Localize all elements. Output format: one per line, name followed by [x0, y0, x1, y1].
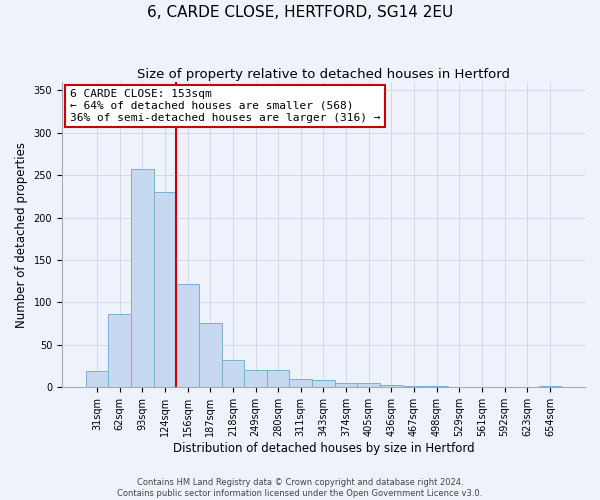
Title: Size of property relative to detached houses in Hertford: Size of property relative to detached ho…: [137, 68, 510, 80]
X-axis label: Distribution of detached houses by size in Hertford: Distribution of detached houses by size …: [173, 442, 474, 455]
Bar: [86, 371, 109, 388]
Bar: [109, 314, 131, 388]
Bar: [425, 386, 448, 388]
Bar: [289, 379, 312, 388]
Bar: [380, 385, 403, 388]
Bar: [539, 386, 561, 388]
Bar: [199, 323, 221, 388]
Text: 6 CARDE CLOSE: 153sqm
← 64% of detached houses are smaller (568)
36% of semi-det: 6 CARDE CLOSE: 153sqm ← 64% of detached …: [70, 90, 380, 122]
Bar: [358, 383, 380, 388]
Text: 6, CARDE CLOSE, HERTFORD, SG14 2EU: 6, CARDE CLOSE, HERTFORD, SG14 2EU: [147, 5, 453, 20]
Bar: [221, 360, 244, 388]
Bar: [154, 192, 176, 388]
Bar: [244, 370, 267, 388]
Y-axis label: Number of detached properties: Number of detached properties: [15, 142, 28, 328]
Bar: [131, 169, 154, 388]
Bar: [335, 383, 358, 388]
Bar: [312, 380, 335, 388]
Bar: [267, 370, 289, 388]
Text: Contains HM Land Registry data © Crown copyright and database right 2024.
Contai: Contains HM Land Registry data © Crown c…: [118, 478, 482, 498]
Bar: [176, 284, 199, 388]
Bar: [403, 386, 425, 388]
